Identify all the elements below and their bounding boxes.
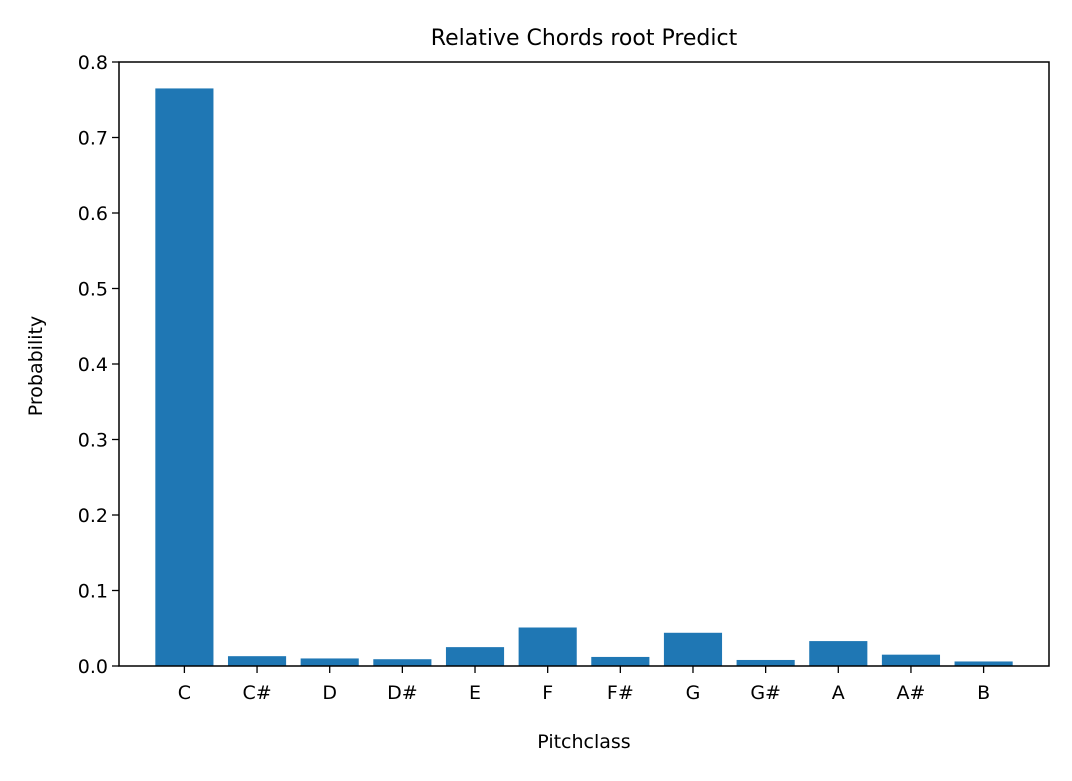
x-tick-label: E xyxy=(469,682,481,704)
bar-d xyxy=(300,658,359,666)
y-tick-label: 0.4 xyxy=(78,354,108,376)
y-tick-label: 0.7 xyxy=(78,128,108,150)
x-tick-label: B xyxy=(977,682,990,704)
y-axis-label: Probability xyxy=(25,316,47,416)
y-tick-label: 0.5 xyxy=(78,279,108,301)
bar-f xyxy=(518,627,577,666)
y-tick-label: 0.6 xyxy=(78,203,108,225)
bar-d-sharp xyxy=(373,659,432,666)
chart-title: Relative Chords root Predict xyxy=(431,26,738,51)
bar-b xyxy=(954,661,1013,666)
y-tick-label: 0.2 xyxy=(78,505,108,527)
bar-a-sharp xyxy=(881,654,941,666)
x-tick-label: A# xyxy=(896,682,925,704)
bar-f-sharp xyxy=(591,656,650,666)
x-tick-label: C# xyxy=(242,682,271,704)
x-tick-label: A xyxy=(832,682,845,704)
x-tick-label: G xyxy=(686,682,701,704)
bar-c xyxy=(155,88,214,667)
y-tick-label: 0.0 xyxy=(78,656,108,678)
x-tick-label: D xyxy=(322,682,337,704)
y-tick-label: 0.3 xyxy=(78,430,108,452)
y-tick-label: 0.1 xyxy=(78,581,108,603)
bar-a xyxy=(809,641,868,666)
bar-g xyxy=(663,632,723,666)
bar-g-sharp xyxy=(736,659,795,666)
y-tick-label: 0.8 xyxy=(78,52,108,74)
x-tick-label: G# xyxy=(750,682,781,704)
x-tick-label: F# xyxy=(607,682,634,704)
x-tick-label: D# xyxy=(387,682,418,704)
axes-layer: 0.0 0.1 0.2 0.3 0.4 0.5 0.6 0.7 0.8 C C# D D# E F F# G G#… xyxy=(78,52,1050,704)
bar-e xyxy=(445,647,505,667)
bar-c-sharp xyxy=(227,656,287,666)
x-tick-label: C xyxy=(178,682,191,704)
bars-layer xyxy=(155,88,1013,667)
x-axis-label: Pitchclass xyxy=(537,731,630,753)
x-tick-label: F xyxy=(542,682,553,704)
plot-frame xyxy=(118,61,1050,667)
